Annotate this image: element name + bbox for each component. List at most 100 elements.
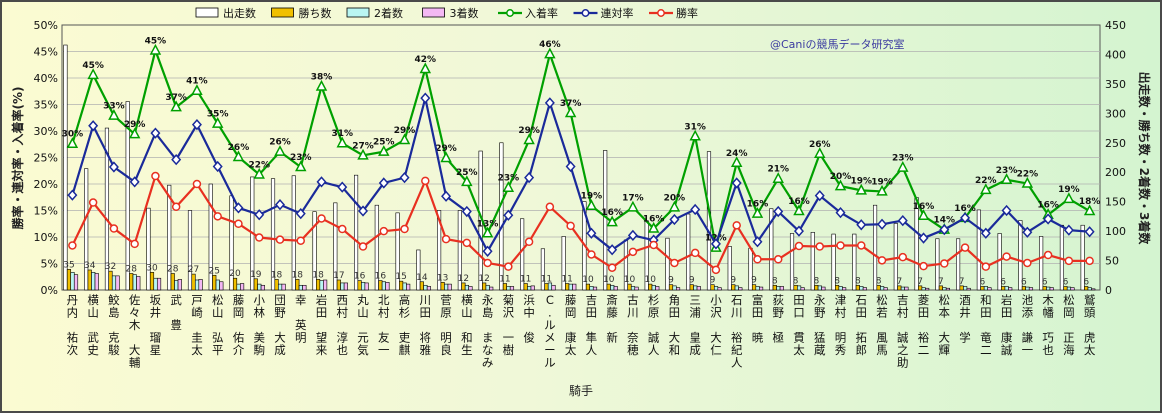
line-point <box>855 183 868 195</box>
bar <box>63 44 68 291</box>
line-point <box>398 133 411 145</box>
x-tick-char: ー <box>544 343 556 357</box>
line-point <box>88 120 99 132</box>
bar <box>738 287 743 291</box>
bar <box>561 236 566 291</box>
x-tick-label: 浜中 俊 <box>523 293 535 345</box>
x-tick-char: 石 <box>856 293 868 307</box>
x-tick-char: 生 <box>461 343 473 357</box>
point-data-label: 19% <box>871 177 893 187</box>
line-point <box>337 181 348 193</box>
x-tick-char: 小 <box>253 293 265 307</box>
bar <box>489 286 494 291</box>
point-data-label: 23% <box>290 153 312 163</box>
x-tick-char: 来 <box>316 343 328 357</box>
x-tick-label: 池添 謙一 <box>1022 293 1034 357</box>
x-tick-char: 山 <box>212 306 224 320</box>
x-tick-char: 吏 <box>399 331 411 345</box>
bar <box>215 279 220 291</box>
line-point <box>212 160 223 173</box>
bar <box>862 287 867 291</box>
bar-data-label: 20 <box>229 269 241 279</box>
bar-data-label: 7 <box>938 277 944 287</box>
bar <box>468 286 473 291</box>
bar <box>572 283 577 291</box>
x-tick-char: 浦 <box>689 306 701 320</box>
line-point <box>213 212 222 221</box>
bar-data-label: 18 <box>292 270 304 280</box>
x-tick-label: 斎藤 新 <box>606 293 618 345</box>
left-tick-label: 25% <box>34 152 58 165</box>
point-data-label: 26% <box>269 138 291 148</box>
x-tick-label: C .ルメール <box>544 293 556 370</box>
bar <box>87 269 92 291</box>
line-point <box>108 161 119 173</box>
bar <box>1066 286 1072 291</box>
bar <box>945 287 950 291</box>
x-tick-char: 和 <box>669 343 681 357</box>
line-point <box>421 176 430 186</box>
line-point <box>109 224 119 233</box>
bar <box>603 150 608 291</box>
x-tick-label: 幸 英明 <box>295 293 307 345</box>
line-point <box>358 205 369 217</box>
x-tick-char: 小 <box>710 293 722 307</box>
bar <box>374 204 379 291</box>
x-tick-label: 武 豊 <box>170 293 182 332</box>
x-tick-char: 石 <box>731 293 743 307</box>
x-tick-label: 川田 将雅 <box>420 293 432 357</box>
point-data-label: 20% <box>830 172 852 182</box>
x-tick-char: 誠 <box>648 331 660 345</box>
x-tick-char: 添 <box>1022 306 1034 320</box>
line-point <box>772 172 784 183</box>
x-tick-char: 佑 <box>233 331 245 345</box>
line-point <box>358 242 368 251</box>
bar <box>810 231 815 291</box>
x-tick-char: 次 <box>67 343 79 357</box>
bar <box>260 284 265 291</box>
x-tick-char: 菅 <box>440 293 452 307</box>
bar <box>509 286 515 291</box>
bar <box>208 183 213 291</box>
line-point <box>68 241 77 250</box>
bar <box>1025 286 1030 291</box>
x-tick-char: 誠 <box>897 331 909 345</box>
point-data-label: 16% <box>954 204 976 214</box>
line-point <box>730 156 743 168</box>
line-point <box>813 147 826 159</box>
x-tick-char: 拓 <box>856 331 868 345</box>
left-tick-label: 20% <box>34 178 58 191</box>
right-tick-label: 400 <box>1105 48 1126 61</box>
bar <box>966 287 971 291</box>
line-point <box>253 167 265 179</box>
bar <box>257 283 262 291</box>
bar-data-label: 10 <box>582 275 594 285</box>
x-tick-label: 岩田 康誠 <box>1001 293 1013 357</box>
bar-data-label: 13 <box>437 273 448 283</box>
line-point <box>669 213 680 226</box>
line-point <box>378 177 389 189</box>
line-point <box>960 243 970 252</box>
x-tick-label: 藤岡 康太 <box>565 293 577 357</box>
bar <box>333 202 338 291</box>
right-tick-label: 450 <box>1105 19 1126 32</box>
line-point <box>857 241 866 250</box>
bar <box>444 283 449 291</box>
bar <box>983 286 988 291</box>
x-tick-char: 池 <box>1022 293 1034 307</box>
line-point <box>981 262 991 271</box>
x-tick-char: メ <box>544 331 556 345</box>
line-point <box>108 109 120 120</box>
line-point <box>88 198 98 207</box>
line-point <box>1043 250 1053 260</box>
x-tick-label: 永島 まなみ <box>482 293 494 370</box>
bar <box>464 284 469 291</box>
x-tick-char: 藤 <box>606 306 618 320</box>
line-point <box>690 248 700 258</box>
line-point <box>419 62 432 74</box>
x-tick-char: 古 <box>627 293 639 307</box>
bar <box>364 282 369 291</box>
right-axis-title: 出走数・勝ち数・2着数・3着数 <box>1137 72 1152 246</box>
x-tick-char: 蔵 <box>814 343 826 357</box>
line-point <box>67 189 78 201</box>
